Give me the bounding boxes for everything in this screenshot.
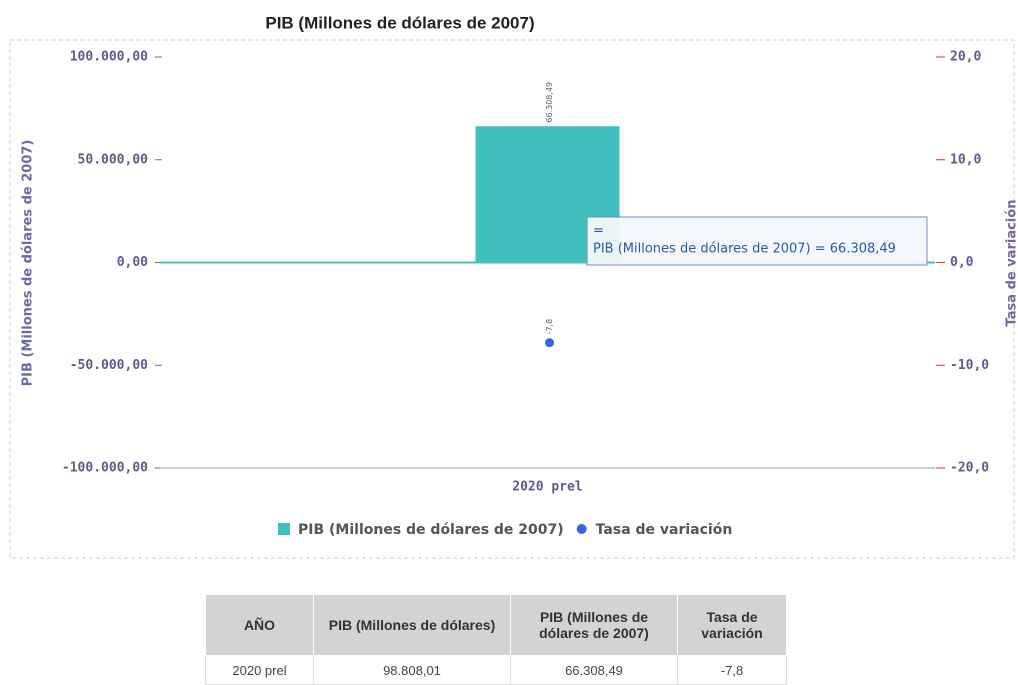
chart-title: PIB (Millones de dólares de 2007) xyxy=(265,13,534,32)
table-header: AÑO PIB (Millones de dólares) PIB (Millo… xyxy=(206,595,787,656)
header-cell: PIB (Millones de dólares) xyxy=(314,595,511,656)
y2-tick-label: 20,0 xyxy=(950,50,981,65)
x-tick-label: 2020 prel xyxy=(512,480,582,495)
header-cell: Tasa de variación xyxy=(678,595,787,656)
y2-tick-label: -20,0 xyxy=(950,461,989,476)
chart: PIB (Millones de dólares de 2007) PIB (M… xyxy=(0,0,1018,575)
cell: 2020 prel xyxy=(206,656,314,685)
y2-tick-label: 10,0 xyxy=(950,152,981,167)
data-table: AÑO PIB (Millones de dólares) PIB (Millo… xyxy=(205,594,787,685)
header-cell: AÑO xyxy=(206,595,314,656)
y2-tick-label: 0,0 xyxy=(950,255,974,270)
tooltip-text: = xyxy=(593,224,604,239)
table-row: 2020 prel 98.808,01 66.308,49 -7,8 xyxy=(206,656,787,685)
y-axis-label: PIB (Millones de dólares de 2007) xyxy=(21,140,36,387)
legend-label: PIB (Millones de dólares de 2007) xyxy=(298,522,564,538)
y2-tick-label: -10,0 xyxy=(950,358,989,373)
cell: 66.308,49 xyxy=(511,656,678,685)
cell: -7,8 xyxy=(678,656,787,685)
legend-swatch xyxy=(278,523,290,535)
y-tick-label: 0,00 xyxy=(117,255,148,270)
legend-swatch xyxy=(577,524,587,534)
legend-label: Tasa de variación xyxy=(596,522,733,538)
y-tick-label: 100.000,00 xyxy=(70,50,148,65)
data-label: 66.308,49 xyxy=(545,82,554,123)
point xyxy=(545,338,554,347)
y-tick-label: -100.000,00 xyxy=(62,461,148,476)
y2-axis-label: Tasa de variación xyxy=(1005,200,1018,327)
tooltip-text: PIB (Millones de dólares de 2007) = 66.3… xyxy=(593,242,896,257)
header-cell: PIB (Millones de dólares de 2007) xyxy=(511,595,678,656)
y-tick-label: 50.000,00 xyxy=(78,152,149,167)
cell: 98.808,01 xyxy=(314,656,511,685)
y-tick-label: -50.000,00 xyxy=(70,358,148,373)
data-label: -7,8 xyxy=(545,319,554,335)
